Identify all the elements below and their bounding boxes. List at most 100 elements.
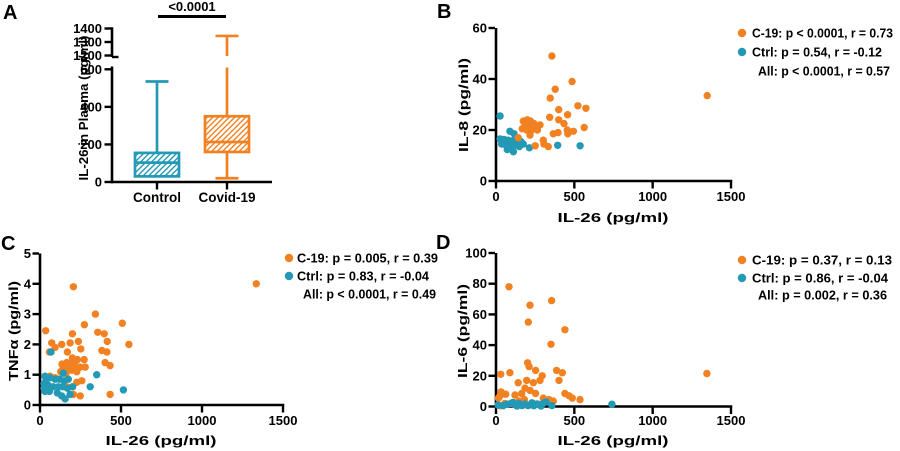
y-tick-label: 0 — [95, 175, 102, 190]
y-tick-label: 0 — [480, 174, 487, 189]
y-tick-label: 0 — [480, 399, 487, 414]
legend-text: C-19: p = 0.005, r = 0.39 — [297, 252, 438, 266]
scatter-point-c19 — [42, 327, 50, 335]
significance-label: <0.0001 — [168, 0, 215, 14]
points-c19 — [42, 280, 260, 400]
panel-letter: D — [436, 232, 450, 254]
y-tick-label: 600 — [80, 62, 102, 77]
legend-text: Ctrl: p = 0.86, r = -0.04 — [752, 272, 888, 286]
scatter-point-ctrl — [42, 377, 50, 385]
y-tick-label: 60 — [473, 21, 487, 36]
y-tick-label: 80 — [473, 276, 487, 291]
scatter-point-ctrl — [41, 387, 49, 396]
scatter-point-c19 — [526, 386, 534, 395]
scatter-point-c19 — [511, 391, 519, 399]
scatter-point-c19 — [531, 366, 540, 375]
scatter-point-ctrl — [525, 144, 534, 152]
x-axis-title: IL-26 (pg/ml) — [106, 433, 217, 448]
x-tick-label: 1000 — [188, 413, 217, 428]
scatter-point-c19 — [103, 348, 111, 356]
scatter-point-c19 — [574, 102, 582, 110]
scatter-point-c19 — [703, 369, 711, 378]
y-tick-label: 1200 — [73, 48, 102, 63]
scatter-point-ctrl — [608, 400, 616, 408]
y-axis-title: IL-8 (pg/ml) — [456, 58, 471, 152]
scatter-point-c19 — [106, 390, 114, 399]
scatter-point-c19 — [568, 394, 576, 402]
scatter-point-ctrl — [554, 141, 562, 149]
scatter-point-ctrl — [86, 383, 94, 391]
legend-dot — [284, 271, 294, 281]
axes: 0 1 2 3 4 5 0 500 1000 1500 IL-26 (pg/ml) TNFα (pg/… — [6, 246, 297, 448]
legend: C-19: p = 0.005, r = 0.39 Ctrl: p = 0.83,… — [284, 252, 438, 302]
scatter-point-c19 — [103, 337, 111, 346]
legend-dot — [737, 47, 747, 57]
x-tick-label: 500 — [563, 189, 585, 204]
scatter-point-c19 — [94, 328, 102, 336]
x-tick-label: 1500 — [717, 413, 746, 428]
scatter-point-c19 — [563, 111, 572, 119]
scatter-point-c19 — [66, 339, 74, 347]
scatter-point-c19 — [74, 337, 83, 346]
scatter-point-ctrl — [496, 112, 504, 120]
box — [133, 151, 181, 178]
scatter-point-c19 — [552, 366, 561, 375]
scatter-point-c19 — [525, 362, 533, 371]
scatter-point-c19 — [531, 389, 540, 398]
scatter-point-ctrl — [69, 383, 77, 391]
legend-text: All: p < 0.0001, r = 0.57 — [758, 65, 890, 79]
box-group-covid — [203, 34, 251, 180]
scatter-point-c19 — [514, 379, 522, 387]
scatter-point-c19 — [80, 321, 89, 329]
y-axis-title: IL-26 in Plasma (pg/ml) — [76, 35, 91, 180]
scatter-point-c19 — [568, 77, 576, 86]
scatter-point-c19 — [551, 85, 559, 93]
scatter-point-ctrl — [503, 145, 511, 154]
x-tick-label: 0 — [492, 413, 499, 428]
scatter-point-c19 — [523, 376, 531, 385]
scatter-point-c19 — [531, 142, 539, 150]
scatter-point-ctrl — [499, 139, 507, 147]
scatter-point-ctrl — [539, 399, 547, 407]
scatter-point-c19 — [582, 104, 590, 113]
scatter-point-ctrl — [64, 375, 73, 383]
scatter-point-c19 — [58, 340, 66, 349]
y-tick-label: 1 — [24, 367, 31, 382]
scatter-point-c19 — [80, 355, 88, 364]
x-axis-title: IL-26 (pg/ml) — [558, 210, 669, 225]
scatter-point-c19 — [506, 369, 514, 377]
y-tick-label: 60 — [473, 307, 487, 322]
x-tick-label: 0 — [36, 413, 43, 428]
scatter-point-c19 — [576, 395, 584, 404]
scatter-point-ctrl — [528, 399, 536, 407]
scatter-point-c19 — [548, 52, 556, 60]
box — [203, 114, 251, 154]
y-axis-title: TNFα (pg/ml) — [6, 281, 21, 381]
panel-B: B 0 20 40 60 0 500 1000 1500 IL-26 (pg/ml) IL-8 (p… — [437, 1, 893, 225]
scatter-point-c19 — [555, 116, 563, 124]
y-tick-label: 1400 — [73, 21, 102, 36]
y-tick-label: 2 — [24, 337, 31, 352]
scatter-point-ctrl — [93, 371, 101, 379]
y-tick-label: 0 — [24, 398, 31, 413]
scatter-point-c19 — [497, 388, 505, 396]
legend-text: Ctrl: p = 0.54, r = -0.12 — [752, 46, 882, 60]
scatter-point-c19 — [546, 113, 554, 122]
scatter-point-ctrl — [119, 386, 128, 394]
axes: 0 20 40 60 0 500 1000 1500 IL-26 (pg/ml) IL-8 (pg… — [456, 21, 745, 226]
y-tick-label: 1300 — [73, 35, 102, 50]
panel-letter: B — [437, 1, 451, 23]
y-tick-label: 40 — [473, 72, 487, 87]
legend-text: C-19: p < 0.0001, r = 0.73 — [752, 27, 893, 41]
scatter-point-c19 — [536, 376, 544, 385]
scatter-point-c19 — [526, 131, 534, 139]
scatter-point-c19 — [580, 123, 588, 132]
panel-letter: A — [3, 2, 17, 24]
scatter-point-ctrl — [59, 369, 67, 377]
x-tick-label: 1500 — [717, 189, 746, 204]
scatter-point-c19 — [560, 119, 568, 128]
scatter-point-ctrl — [61, 395, 69, 403]
x-tick-label: 1500 — [269, 413, 298, 428]
